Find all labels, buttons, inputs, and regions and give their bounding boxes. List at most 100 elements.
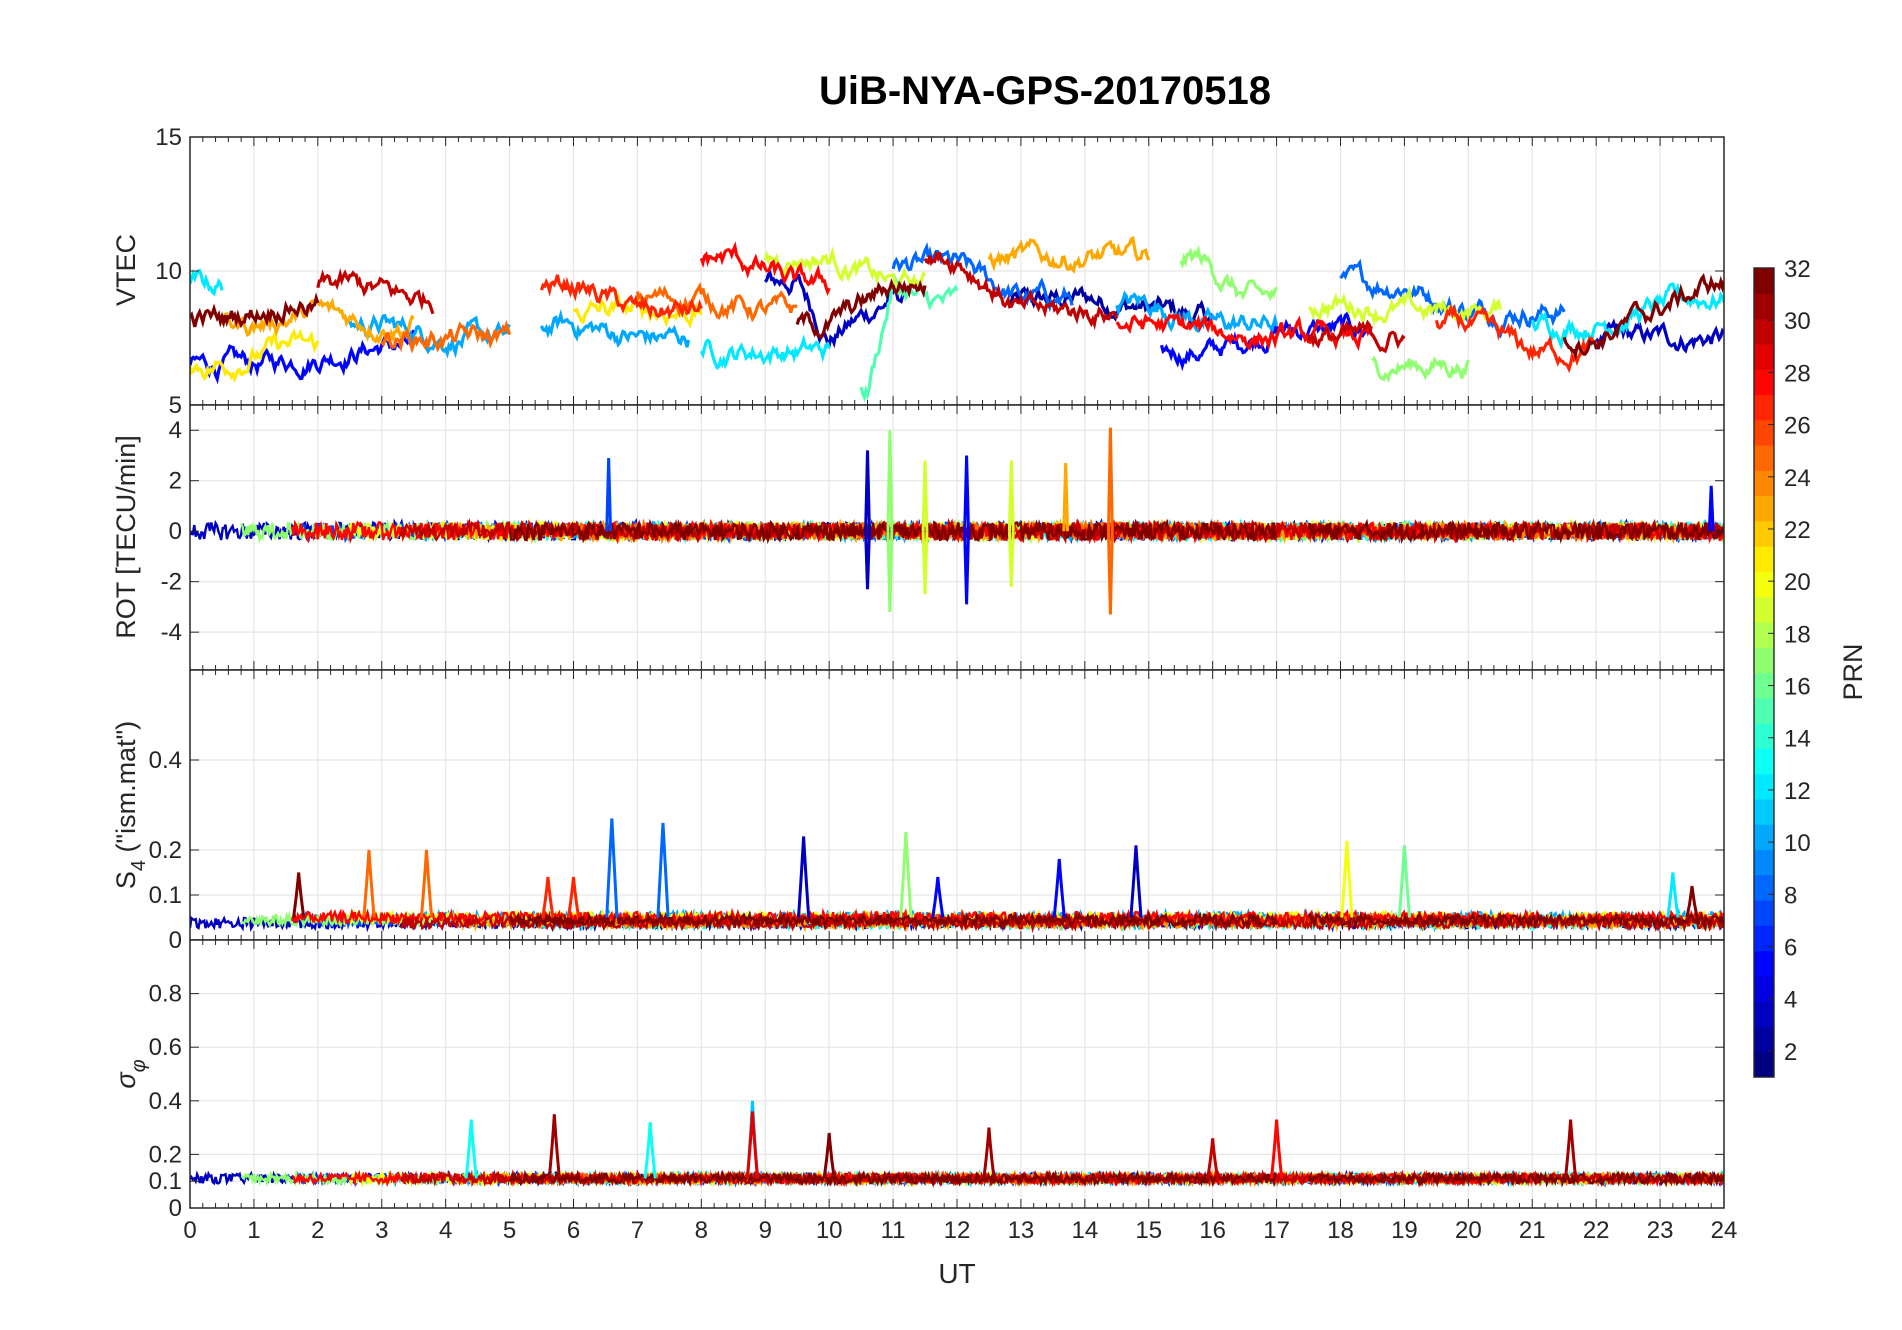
colorbar-swatch — [1754, 824, 1774, 851]
x-tick-label: 3 — [375, 1217, 388, 1244]
spike-mark — [864, 531, 871, 590]
vtec-series-line — [1115, 290, 1279, 336]
vtec-series-line — [699, 334, 831, 371]
colorbar-tick-label: 18 — [1784, 621, 1811, 648]
series-line — [509, 1169, 1277, 1189]
vtec-series-line — [190, 328, 320, 384]
colorbar-swatch — [1754, 672, 1774, 699]
vtec-series-line — [1308, 285, 1502, 327]
colorbar-swatch — [1754, 293, 1774, 320]
x-tick-label: 14 — [1071, 1217, 1098, 1244]
spike-mark — [1007, 460, 1015, 532]
x-tick-label: 5 — [503, 1217, 516, 1244]
y-tick-label: 0 — [169, 927, 182, 954]
y-tick-label: 15 — [155, 124, 182, 151]
colorbar-swatch — [1754, 1001, 1774, 1028]
colorbar-frame — [1753, 267, 1775, 1078]
peak-mark — [464, 1119, 478, 1179]
colorbar-swatch — [1754, 546, 1774, 572]
x-tick-label: 17 — [1263, 1217, 1290, 1244]
colorbar-swatch — [1754, 621, 1774, 648]
x-tick-label: 21 — [1519, 1217, 1546, 1244]
colorbar-tick-label: 10 — [1784, 830, 1811, 857]
x-tick-label: 22 — [1583, 1217, 1610, 1244]
peak-mark — [899, 831, 913, 918]
colorbar-tick-label: 28 — [1784, 360, 1811, 387]
x-tick-label: 24 — [1711, 1217, 1738, 1244]
x-tick-label: 1 — [247, 1217, 260, 1244]
peak-mark — [605, 818, 619, 918]
colorbar-tick-label: 24 — [1784, 465, 1811, 492]
colorbar-swatch — [1754, 394, 1774, 421]
x-tick-label: 4 — [439, 1217, 452, 1244]
colorbar-swatch — [1754, 369, 1774, 396]
vtec-series-line — [923, 250, 1119, 331]
rot-panel: -4 -2 0 2 4 ROT [TECU/min] — [111, 404, 1725, 671]
spike-mark — [864, 450, 871, 532]
colorbar-swatch — [1754, 773, 1774, 800]
spike-mark — [1707, 485, 1715, 532]
peak-mark — [547, 1114, 561, 1179]
colorbar-swatch — [1754, 950, 1774, 977]
vtec-series-line — [380, 320, 512, 354]
vtec-series-line — [539, 274, 703, 320]
x-tick-label: 18 — [1327, 1217, 1354, 1244]
series-line — [1307, 518, 1724, 544]
spike-mark — [1106, 531, 1114, 615]
y-tick-label: -4 — [161, 619, 182, 646]
colorbar-swatch — [1754, 596, 1774, 623]
spike-mark — [886, 531, 894, 612]
x-tick-label: 16 — [1199, 1217, 1226, 1244]
colorbar-swatch — [1754, 470, 1774, 497]
y-tick-label: 2 — [169, 468, 182, 495]
colorbar-swatch — [1754, 925, 1774, 952]
y-axis-label: VTEC — [111, 234, 141, 306]
y-axis-label: σφ — [111, 1059, 150, 1088]
colorbar-tick-label: 12 — [1784, 778, 1811, 805]
colorbar-swatch — [1754, 900, 1774, 926]
x-tick-label: 15 — [1135, 1217, 1162, 1244]
colorbar-swatch — [1754, 444, 1774, 471]
series-line — [1307, 910, 1724, 930]
vtec-series-line — [1434, 303, 1597, 374]
colorbar-swatch — [1754, 748, 1774, 775]
vtec-series-line — [763, 270, 908, 349]
colorbar-swatch — [1754, 798, 1774, 825]
x-tick-label: 9 — [759, 1217, 772, 1244]
y-tick-label: 0.1 — [149, 882, 182, 909]
y-tick-label: 0.6 — [149, 1034, 182, 1061]
colorbar-swatch — [1754, 571, 1774, 598]
colorbar-swatch — [1754, 697, 1774, 724]
colorbar-swatch — [1754, 1026, 1774, 1053]
spike-mark — [605, 457, 613, 532]
vtec-series-line — [699, 241, 831, 297]
peak-mark — [1397, 845, 1412, 918]
series-group — [190, 235, 1724, 403]
x-tick-label: 10 — [816, 1217, 843, 1244]
y-axis-label: ROT [TECU/min] — [111, 435, 141, 639]
vtec-series-line — [1115, 312, 1373, 352]
y-tick-label: 0.2 — [149, 837, 182, 864]
y-tick-label: 0.4 — [149, 1088, 182, 1115]
colorbar-tick-label: 16 — [1784, 674, 1811, 701]
series-group — [190, 427, 1724, 615]
peak-mark — [1269, 1119, 1284, 1179]
x-tick-label: 6 — [567, 1217, 580, 1244]
spike-mark — [1007, 531, 1015, 587]
series-line — [508, 910, 1278, 931]
figure-title: UiB-NYA-GPS-20170518 — [819, 69, 1271, 113]
peak-mark — [541, 876, 555, 918]
s4-panel: 0 0.1 0.2 0.4S4 ("ism.mat") — [111, 669, 1725, 954]
colorbar-swatch — [1754, 343, 1774, 370]
vtec-series-line — [1562, 272, 1724, 361]
x-tick-label: 13 — [1008, 1217, 1035, 1244]
x-tick-label: 12 — [944, 1217, 971, 1244]
colorbar-swatch — [1754, 419, 1774, 446]
peak-mark — [822, 1132, 836, 1179]
colorbar-swatch — [1754, 723, 1774, 749]
peak-mark — [656, 822, 670, 918]
peak-mark — [745, 1111, 760, 1179]
colorbar-swatch — [1754, 975, 1774, 1002]
y-tick-label: 0 — [169, 518, 182, 545]
